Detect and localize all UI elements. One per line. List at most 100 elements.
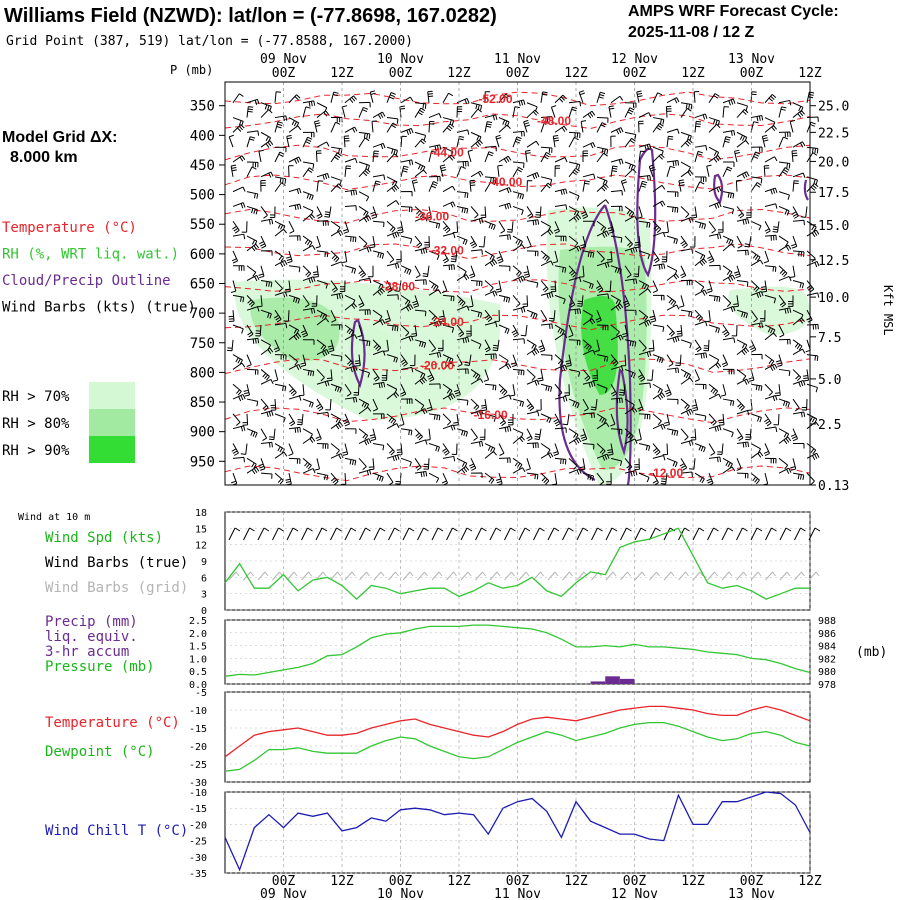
panel-tick-label: -5 <box>195 688 207 699</box>
top-day-label: 12 Nov <box>611 52 658 67</box>
bottom-day-label: 11 Nov <box>494 887 541 900</box>
pressure-tick-label: 450 <box>190 158 215 174</box>
rh-swatch <box>89 409 135 436</box>
panel-tick-label: 1.0 <box>189 654 207 665</box>
panel-tick-label: -30 <box>189 853 207 864</box>
panel-legend-entry: Wind Barbs (grid) <box>45 580 188 596</box>
top-day-label: 09 Nov <box>260 52 307 67</box>
pressure-tick-label: 950 <box>190 454 215 470</box>
page-subtitle: Grid Point (387, 519) lat/lon = (-77.858… <box>6 34 413 49</box>
pressure-tick-label: 800 <box>190 365 215 381</box>
pressure-axis-label: P (mb) <box>170 63 213 77</box>
precip-bar <box>620 679 635 684</box>
panel-legend-entry: Precip (mm) <box>45 614 138 630</box>
panel-tick-label: -10 <box>189 788 207 799</box>
precip-bar <box>591 681 606 684</box>
panel-tick-label: -10 <box>189 706 207 717</box>
grid-spacing-label: Model Grid ΔX: <box>2 129 118 146</box>
rh-swatch <box>89 382 135 409</box>
top-hour-label: 12Z <box>798 66 822 81</box>
panel-legend-entry: Wind Barbs (true) <box>45 555 188 571</box>
cross-section-panel: -52.00 -48.00 -44.00 -40.00 -36.00 -32.00 -28.… <box>170 63 895 494</box>
rh-legend-label: RH > 90% <box>2 443 70 459</box>
pressure-tick-label: 350 <box>190 99 215 115</box>
bottom-day-label: 10 Nov <box>377 887 424 900</box>
forecast-cycle-value: 2025-11-08 / 12 Z <box>628 24 755 41</box>
top-hour-label: 00Z <box>272 66 296 81</box>
panel-tick-label: 18 <box>195 508 207 519</box>
panel-legend-entry: 3-hr accum <box>45 644 129 660</box>
bottom-hour-label: 12Z <box>447 874 471 889</box>
bottom-day-label: 12 Nov <box>611 887 658 900</box>
isotherm-label: -20.00 <box>420 359 454 373</box>
wind-chill-panel: -35-30-25-20-15-10Wind Chill T (°C) <box>45 788 810 880</box>
height-tick-label: 25.0 <box>818 100 849 115</box>
height-tick-label: 7.5 <box>818 331 841 346</box>
precip-pressure-panel: 0.00.51.01.52.02.5Precip (mm)liq. equiv.… <box>45 614 887 691</box>
top-hour-label: 00Z <box>740 66 764 81</box>
wind-panel: 0 3 6 9 12 15 18 Wind Spd (kts) Wind Barbs (true… <box>18 508 820 617</box>
isotherm-label: -52.00 <box>479 92 513 106</box>
panel-tick-label: -25 <box>189 837 207 848</box>
precip-bar <box>605 676 620 684</box>
cross-section-legend: Temperature (°C) RH (%, WRT liq. wat.) Clo… <box>2 220 196 316</box>
height-tick-label: 17.5 <box>818 186 849 201</box>
temperature-dewpoint-panel: -30 -25 -20 -15 -10 -5 Temperature (°C) Dewpoin… <box>45 688 810 789</box>
panel-legend-entry: liq. equiv. <box>45 629 138 645</box>
height-axis-label: Kft MSL <box>881 285 895 336</box>
pressure-tick-label: 650 <box>190 277 215 293</box>
panel-tick-label: -20 <box>189 742 207 753</box>
rh-legend-label: RH > 70% <box>2 389 70 405</box>
pressure-tick-label: 400 <box>190 128 215 144</box>
top-hour-label: 12Z <box>330 66 354 81</box>
isotherm-label: -28.00 <box>381 279 415 293</box>
panel-tick-label: -15 <box>189 724 207 735</box>
panel-legend-entry: Pressure (mb) <box>45 659 155 675</box>
bottom-hour-label: 12Z <box>681 874 705 889</box>
pressure-right-tick: 988 <box>818 616 836 627</box>
forecast-cycle-label: AMPS WRF Forecast Cycle: <box>628 3 839 20</box>
pressure-tick-label: 850 <box>190 395 215 411</box>
top-day-label: 13 Nov <box>728 52 775 67</box>
isotherm-label: -44.00 <box>430 145 464 159</box>
height-tick-label: 12.5 <box>818 254 849 269</box>
panel-tick-label: 0.5 <box>189 667 207 678</box>
height-tick-label: 22.5 <box>818 126 849 141</box>
page-title: Williams Field (NZWD): lat/lon = (-77.86… <box>4 5 497 27</box>
top-day-label: 10 Nov <box>377 52 424 67</box>
height-tick-label: 2.5 <box>818 418 841 433</box>
rh-legend: RH > 70%RH > 80%RH > 90% <box>2 382 135 463</box>
top-hour-label: 12Z <box>447 66 471 81</box>
legend-entry: RH (%, WRT liq. wat.) <box>2 247 179 263</box>
panel-tick-label: 15 <box>195 524 207 535</box>
pressure-tick-label: 550 <box>190 217 215 233</box>
panel-tick-label: -20 <box>189 820 207 831</box>
panel-tick-label: 2.0 <box>189 629 207 640</box>
panel-legend-entry: Wind Spd (kts) <box>45 530 163 546</box>
height-tick-label: 0.13 <box>818 479 849 494</box>
pressure-tick-label: 900 <box>190 425 215 441</box>
top-day-label: 11 Nov <box>494 52 541 67</box>
pressure-tick-label: 600 <box>190 247 215 263</box>
top-hour-label: 12Z <box>564 66 588 81</box>
isotherm-label: -48.00 <box>537 114 571 128</box>
panel-tick-label: -25 <box>189 760 207 771</box>
panel-tick-label: 3 <box>201 590 207 601</box>
panel-tick-label: 2.5 <box>189 616 207 627</box>
bottom-day-label: 13 Nov <box>728 887 775 900</box>
top-hour-label: 12Z <box>681 66 705 81</box>
pressure-right-tick: 980 <box>818 667 836 678</box>
panel-tick-label: 6 <box>201 573 207 584</box>
legend-entry: Cloud/Precip Outline <box>2 273 171 289</box>
panel-tick-label: 12 <box>195 541 207 552</box>
isotherm-label: -12.00 <box>649 466 683 480</box>
pressure-tick-label: 500 <box>190 188 215 204</box>
panel-tick-label: -35 <box>189 869 207 880</box>
legend-entry: Temperature (°C) <box>2 220 137 236</box>
wind-panel-title: Wind at 10 m <box>18 512 90 523</box>
bottom-hour-label: 12Z <box>564 874 588 889</box>
panel-legend-entry: Temperature (°C) <box>45 715 180 731</box>
isotherm-label: -16.00 <box>474 408 508 422</box>
panel-tick-label: 9 <box>201 557 207 568</box>
top-hour-label: 00Z <box>506 66 530 81</box>
